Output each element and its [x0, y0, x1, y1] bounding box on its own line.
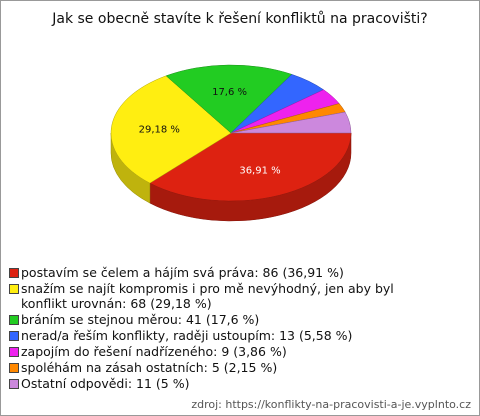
slice [165, 64, 293, 134]
legend-swatch [9, 315, 19, 325]
slice [230, 111, 352, 134]
legend-swatch [9, 347, 19, 357]
legend-swatch [9, 363, 19, 373]
legend-swatch [9, 331, 19, 341]
legend-label: nerad/a řeším konflikty, raději ustoupím… [21, 328, 353, 343]
slice-label: 17,6 % [212, 87, 247, 98]
chart-title: Jak se obecně stavíte k řešení konfliktů… [51, 11, 428, 27]
legend-item: nerad/a řeším konflikty, raději ustoupím… [9, 328, 429, 343]
legend-swatch [9, 268, 19, 278]
slice [110, 75, 232, 184]
legend: postavím se čelem a hájím svá práva: 86 … [9, 265, 429, 392]
legend-label: postavím se čelem a hájím svá práva: 86 … [21, 265, 344, 280]
legend-label: bráním se stejnou měrou: 41 (17,6 %) [21, 312, 260, 327]
legend-item: spoléhám na zásah ostatních: 5 (2,15 %) [9, 360, 429, 375]
legend-item: zapojím do řešení nadřízeného: 9 (3,86 %… [9, 344, 429, 359]
legend-swatch [9, 284, 19, 294]
legend-label: zapojím do řešení nadřízeného: 9 (3,86 %… [21, 344, 287, 359]
slice-label: 36,91 % [239, 165, 280, 176]
legend-swatch [9, 379, 19, 389]
pie-area: Jak se obecně stavíte k řešení konfliktů… [51, 11, 428, 222]
legend-label: spoléhám na zásah ostatních: 5 (2,15 %) [21, 360, 278, 375]
legend-item: postavím se čelem a hájím svá práva: 86 … [9, 265, 429, 280]
legend-label: Ostatní odpovědi: 11 (5 %) [21, 376, 190, 391]
legend-item: snažím se najít kompromis i pro mě nevýh… [9, 281, 429, 311]
legend-item: Ostatní odpovědi: 11 (5 %) [9, 376, 429, 391]
source: zdroj: https://konflikty-na-pracovisti-a… [191, 398, 471, 411]
slice-label: 29,18 % [139, 125, 180, 136]
slice [149, 132, 352, 202]
legend-item: bráním se stejnou měrou: 41 (17,6 %) [9, 312, 429, 327]
legend-label: snažím se najít kompromis i pro mě nevýh… [21, 281, 394, 311]
